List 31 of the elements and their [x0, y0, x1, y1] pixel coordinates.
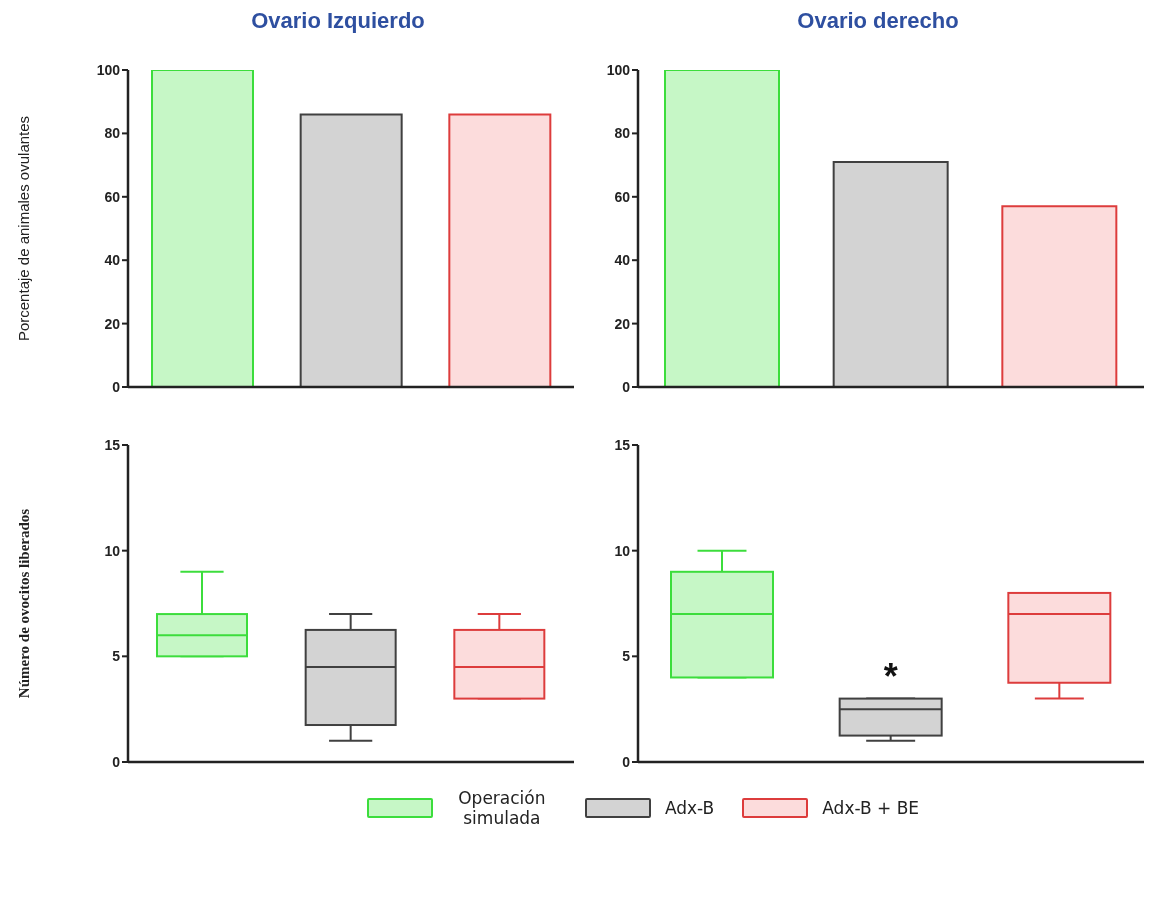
y-tick-label: 5 [622, 648, 631, 665]
chart-title: Ovario Izquierdo [250, 8, 426, 35]
bar [1001, 205, 1118, 387]
y-tick-label: 60 [614, 188, 631, 205]
y-tick-label: 20 [104, 315, 121, 332]
y-tick-label: 10 [614, 542, 631, 559]
y-tick-label: 0 [622, 378, 631, 395]
y-tick-label: 80 [614, 125, 631, 142]
legend-label: Operación simulada [457, 788, 547, 828]
y-axis-title: Porcentaje de animales ovulantes [15, 115, 33, 342]
y-tick-label: 10 [104, 542, 121, 559]
y-tick-label: 0 [112, 753, 121, 770]
y-tick-label: 5 [112, 648, 121, 665]
bar [832, 160, 949, 387]
y-tick-label: 15 [614, 436, 631, 453]
y-tick-label: 0 [622, 753, 631, 770]
y-tick-label: 15 [104, 436, 121, 453]
y-tick-label: 40 [104, 252, 121, 269]
legend-label: Adx-B [664, 798, 715, 818]
legend-label: Adx-B + BE [822, 798, 920, 818]
y-tick-label: 100 [606, 61, 631, 78]
bar [664, 70, 780, 387]
y-tick-label: 20 [614, 315, 631, 332]
y-tick-label: 60 [104, 188, 121, 205]
y-tick-label: 0 [112, 378, 121, 395]
y-tick-label: 40 [614, 252, 631, 269]
y-tick-label: 80 [104, 125, 121, 142]
y-axis-title: Número de ovocitos liberados [16, 508, 33, 699]
chart-title: Ovario derecho [796, 8, 960, 35]
annotation: * [883, 655, 898, 697]
y-tick-label: 100 [96, 61, 121, 78]
